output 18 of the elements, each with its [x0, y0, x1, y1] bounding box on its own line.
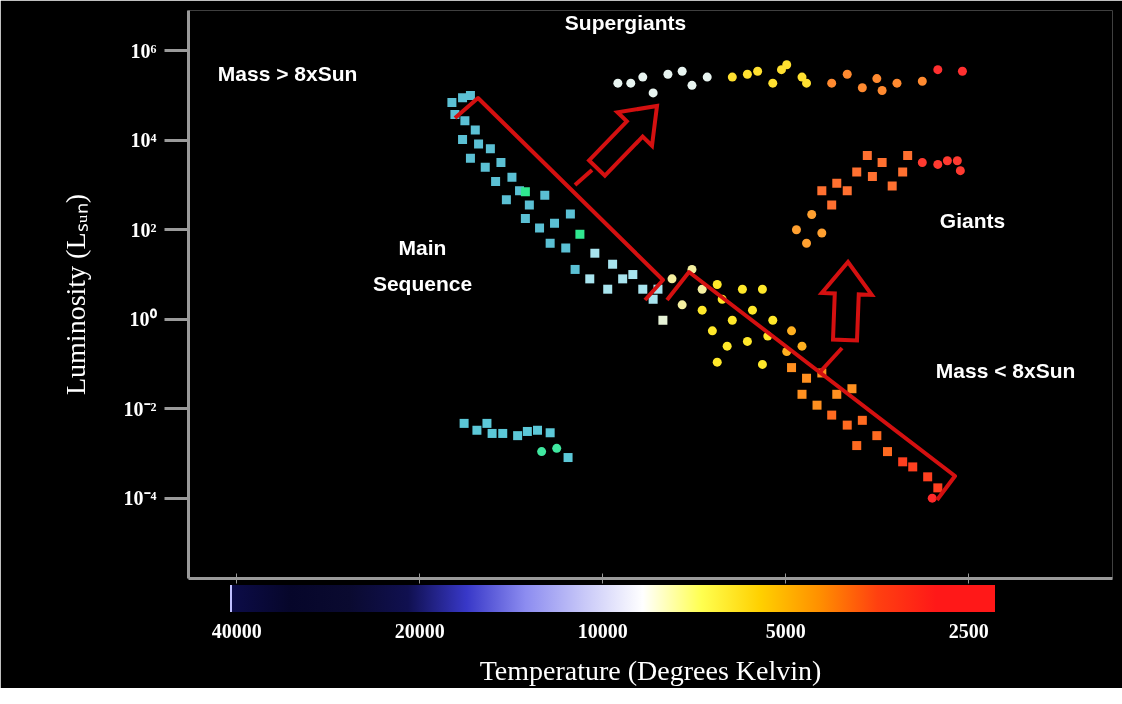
x-axis-title: Temperature (Degrees Kelvin)	[479, 654, 822, 686]
annotation: Main Sequence	[372, 235, 473, 296]
annotation: Mass < 8xSun	[935, 359, 1076, 382]
x-tick-label: 2500	[948, 619, 989, 642]
x-tick-label: 40000	[211, 619, 262, 642]
x-tick-label: 10000	[577, 619, 628, 642]
y-tick-label: 10⁴	[130, 129, 157, 152]
x-tick-label: 5000	[765, 619, 806, 642]
y-axis-title: Luminosity (Lₛᵤₙ)	[59, 193, 91, 396]
y-tick-label: 10⁰	[129, 308, 157, 331]
annotation: Mass > 8xSun	[217, 62, 358, 85]
annotation: Supergiants	[564, 11, 687, 34]
y-tick-label: 10⁶	[130, 39, 157, 62]
annotation: Giants	[939, 209, 1006, 232]
x-tick-label: 20000	[394, 619, 445, 642]
y-tick-label: 10⁻⁴	[123, 487, 157, 510]
y-tick-label: 10⁻²	[123, 397, 157, 420]
y-tick-label: 10²	[130, 218, 157, 241]
